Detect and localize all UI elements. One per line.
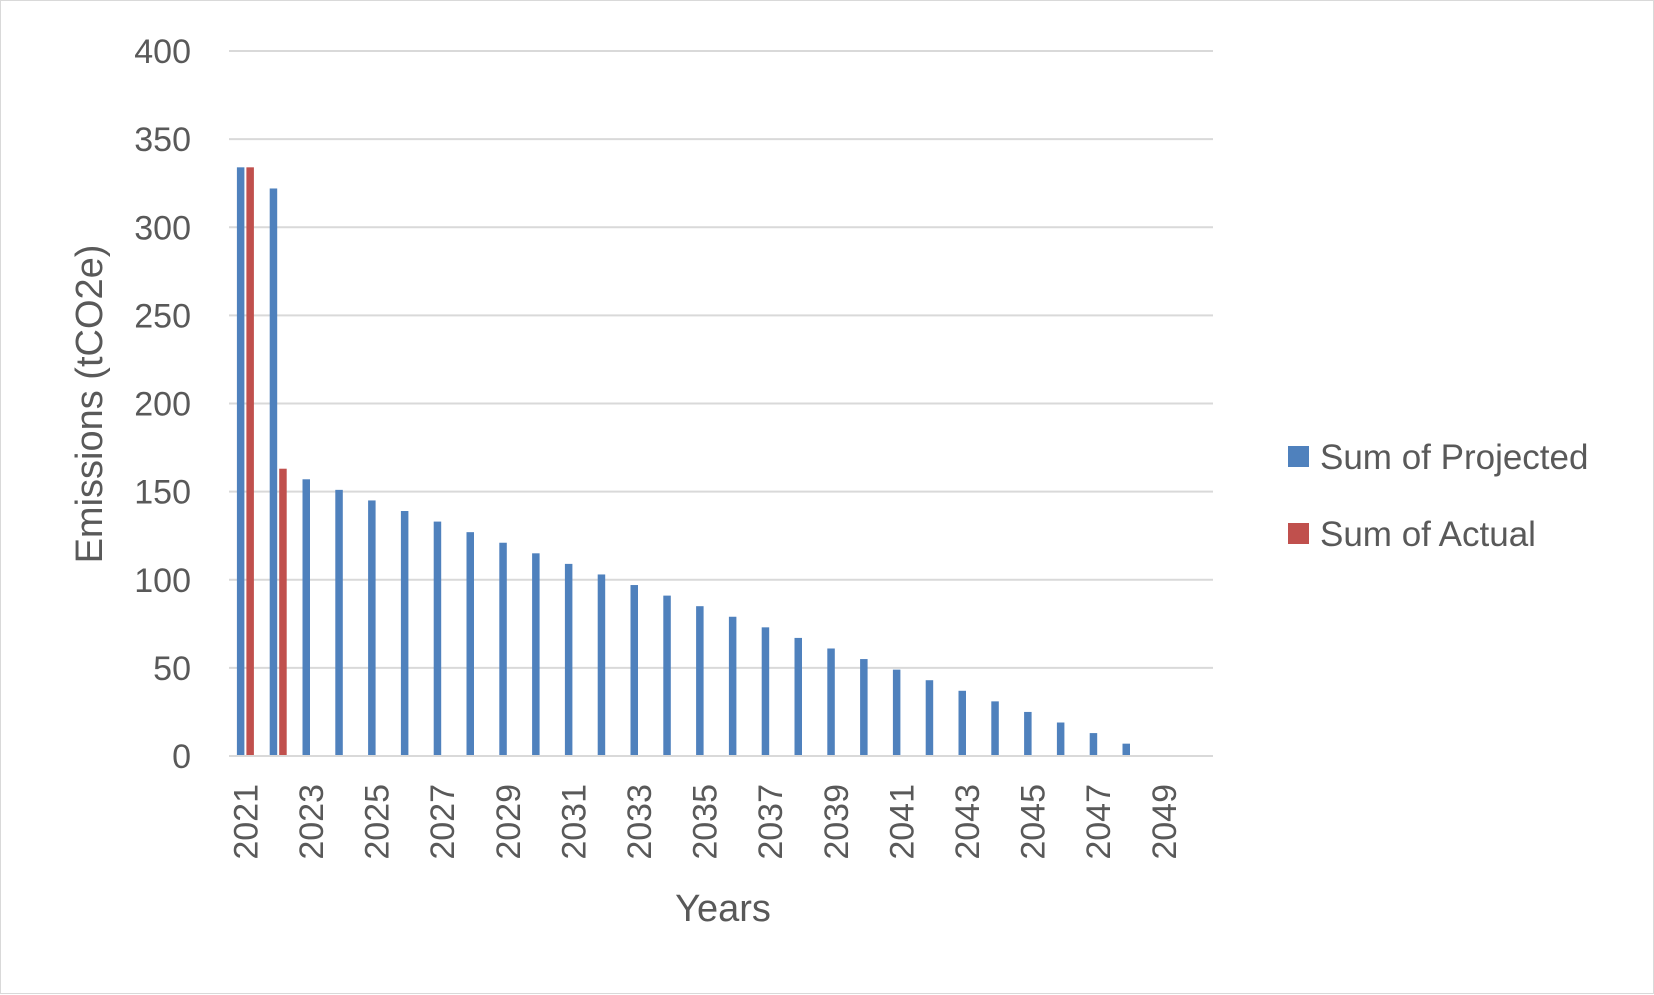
bar-sum-of-projected-2021: [236, 167, 245, 756]
bar-sum-of-projected-2033: [630, 585, 638, 756]
bar-sum-of-projected-2027: [433, 521, 442, 756]
bar-sum-of-projected-2038: [794, 637, 802, 756]
bar-sum-of-projected-2045: [1024, 711, 1032, 756]
gridlines: [229, 50, 1213, 669]
bar-sum-of-projected-2031: [564, 563, 573, 756]
bar-sum-of-projected-2046: [1056, 722, 1065, 756]
bar-sum-of-projected-2037: [761, 627, 770, 756]
x-tick-label: 2025: [359, 784, 397, 860]
bar-sum-of-projected-2047: [1089, 733, 1098, 756]
bar-sum-of-projected-2030: [532, 553, 540, 756]
y-tick-labels: 0 50 100 150 200 250 300 350 400: [134, 33, 191, 776]
y-tick-label: 200: [134, 386, 191, 424]
bar-sum-of-projected-2026: [400, 511, 409, 756]
x-tick-label: 2047: [1080, 784, 1118, 860]
bars: [236, 167, 1130, 757]
legend-swatch: [1288, 523, 1309, 544]
bar-sum-of-projected-2032: [597, 574, 606, 756]
legend-label: Sum of Projected: [1320, 438, 1588, 477]
bar-sum-of-projected-2048: [1122, 743, 1130, 756]
x-tick-label: 2035: [687, 784, 725, 860]
bar-sum-of-projected-2034: [663, 595, 671, 756]
x-tick-labels: 2021 2023 2025 2027 2029 2031 2033 2035 2037 2039…: [227, 784, 1183, 860]
y-tick-label: 400: [134, 33, 191, 71]
bar-sum-of-projected-2041: [892, 669, 901, 756]
y-tick-label: 100: [134, 562, 191, 600]
x-axis-title: Years: [675, 888, 771, 930]
y-tick-label: 250: [134, 297, 191, 335]
legend-label: Sum of Actual: [1320, 515, 1536, 554]
bar-sum-of-projected-2044: [991, 701, 999, 756]
bar-sum-of-projected-2040: [860, 659, 868, 756]
bar-sum-of-projected-2024: [335, 489, 343, 756]
x-tick-label: 2041: [883, 784, 921, 860]
bar-sum-of-projected-2028: [466, 532, 474, 756]
bar-sum-of-actual-2022: [279, 468, 287, 756]
x-tick-label: 2027: [424, 784, 462, 860]
x-tick-label: 2021: [227, 784, 265, 860]
legend: Sum of Projected Sum of Actual: [1288, 438, 1588, 554]
x-tick-label: 2049: [1146, 784, 1184, 860]
bar-sum-of-projected-2022: [269, 188, 278, 757]
y-tick-label: 150: [134, 474, 191, 512]
y-tick-label: 300: [134, 209, 191, 247]
bar-sum-of-projected-2023: [302, 479, 310, 756]
bar-sum-of-projected-2042: [925, 680, 934, 756]
y-tick-label: 350: [134, 121, 191, 159]
y-axis-title: Emissions (tCO2e): [69, 245, 111, 564]
x-tick-label: 2045: [1015, 784, 1053, 860]
bar-sum-of-projected-2025: [368, 500, 376, 756]
x-tick-label: 2033: [621, 784, 659, 860]
x-tick-label: 2037: [752, 784, 790, 860]
x-tick-label: 2031: [555, 784, 593, 860]
x-tick-label: 2029: [490, 784, 528, 860]
bar-sum-of-projected-2039: [827, 648, 835, 756]
x-tick-label: 2039: [818, 784, 856, 860]
x-tick-label: 2023: [293, 784, 331, 860]
y-tick-label: 50: [153, 650, 191, 688]
bar-sum-of-projected-2043: [958, 690, 966, 756]
x-tick-label: 2043: [949, 784, 987, 860]
bar-sum-of-projected-2035: [696, 606, 704, 756]
bar-sum-of-actual-2021: [246, 167, 254, 756]
bar-sum-of-projected-2029: [499, 542, 507, 756]
legend-swatch: [1288, 446, 1309, 467]
bar-sum-of-projected-2036: [728, 616, 737, 756]
y-tick-label: 0: [172, 738, 191, 776]
